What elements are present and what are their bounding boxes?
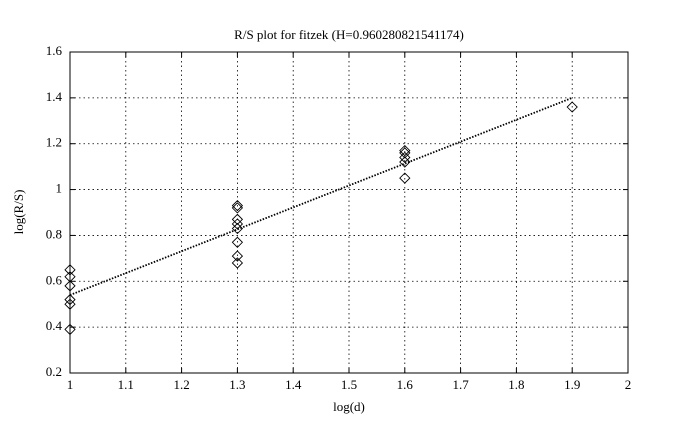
y-tick-label: 1.4 (46, 89, 63, 104)
chart-title: R/S plot for fitzek (H=0.960280821541174… (234, 27, 464, 42)
data-point (231, 199, 244, 212)
plot-frame (69, 51, 629, 374)
data-point (399, 147, 411, 159)
data-point (231, 236, 244, 248)
data-point (64, 271, 76, 283)
x-tick-label: 1.4 (285, 377, 302, 392)
data-point (566, 101, 578, 113)
data-point (399, 151, 411, 164)
data-point (231, 218, 244, 230)
x-tick-label: 1.7 (452, 377, 469, 392)
x-tick-label: 2 (625, 377, 632, 392)
y-tick-label: 0.2 (46, 364, 62, 379)
data-point (231, 213, 244, 226)
y-tick-label: 0.4 (46, 318, 63, 333)
x-tick-label: 1.8 (508, 377, 524, 392)
data-point (231, 202, 244, 214)
x-tick-label: 1.9 (564, 377, 580, 392)
data-point (399, 156, 411, 168)
x-tick-label: 1.2 (173, 377, 189, 392)
x-tick-label: 1.3 (229, 377, 245, 392)
y-tick-label: 0.6 (46, 272, 63, 287)
y-tick-label: 1.2 (46, 135, 62, 150)
y-tick-label: 1 (56, 181, 63, 196)
data-point (64, 280, 76, 292)
data-point (399, 144, 411, 157)
x-tick-label: 1.1 (118, 377, 134, 392)
data-point (64, 298, 76, 310)
data-point (399, 172, 411, 184)
data-point (231, 257, 244, 269)
data-point (231, 250, 244, 262)
data-point (64, 293, 76, 306)
y-tick-label: 0.8 (46, 226, 62, 241)
y-axis-label: log(R/S) (11, 190, 26, 235)
x-tick-label: 1 (67, 377, 74, 392)
x-tick-label: 1.6 (397, 377, 414, 392)
data-point (64, 323, 76, 336)
x-tick-label: 1.5 (341, 377, 357, 392)
data-point (64, 264, 76, 276)
data-point (231, 222, 244, 235)
y-tick-label: 1.6 (46, 43, 63, 58)
x-axis-label: log(d) (333, 399, 365, 414)
